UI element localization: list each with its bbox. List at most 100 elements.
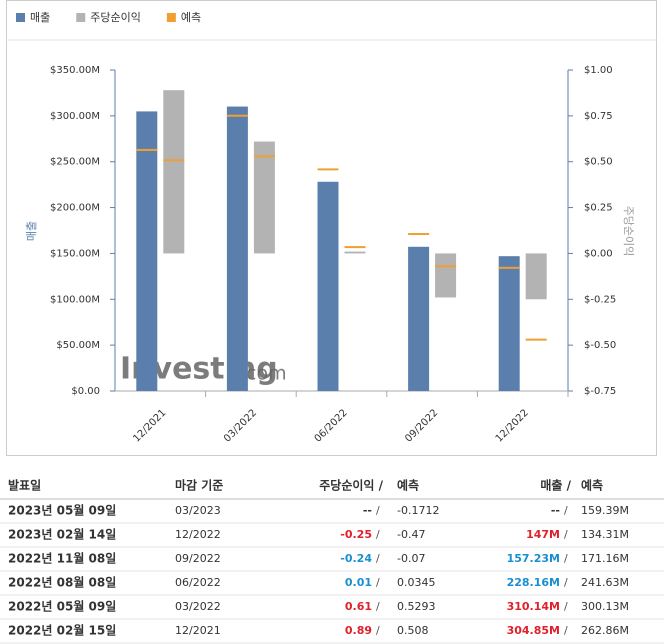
y-tick-label: $350.00M — [50, 65, 100, 76]
bar — [435, 253, 457, 298]
table-cell: 310.14M — [507, 600, 560, 613]
bar — [408, 246, 430, 391]
table-cell: 228.16M — [507, 576, 560, 589]
y2-axis-title: 주당순이익 — [622, 206, 635, 257]
y2-tick-label: $0.75 — [584, 111, 613, 122]
table-cell: 0.508 — [397, 624, 429, 637]
table-cell: 159.39M — [581, 504, 629, 517]
table-cell: -0.25 — [340, 528, 372, 541]
y2-tick-label: $-0.75 — [584, 386, 616, 397]
table-header: 주당순이익 / — [319, 478, 383, 493]
y2-tick-label: $1.00 — [584, 65, 613, 76]
legend-label: 매출 — [30, 11, 50, 24]
forecast-marker — [253, 155, 275, 158]
table-cell: 2022년 05월 09일 — [8, 599, 116, 614]
table-cell: 12/2022 — [175, 528, 221, 541]
legend-label: 예측 — [181, 11, 201, 24]
table-cell: 12/2021 — [175, 624, 221, 637]
table-cell: 134.31M — [581, 528, 629, 541]
table-cell: 2022년 11월 08일 — [8, 551, 116, 566]
table-separator: / — [376, 624, 380, 637]
table-cell: 2023년 02월 14일 — [8, 527, 116, 542]
table-separator: / — [564, 504, 568, 517]
legend-swatch — [16, 13, 25, 22]
table-cell: -0.47 — [397, 528, 425, 541]
table-header: 예측 — [397, 478, 419, 493]
forecast-marker — [525, 338, 547, 341]
table-header: 발표일 — [8, 478, 41, 493]
table-header: 마감 기준 — [175, 478, 223, 493]
table-cell: 03/2022 — [175, 600, 221, 613]
table-cell: 171.16M — [581, 552, 629, 565]
table-cell: 2022년 08월 08일 — [8, 575, 116, 590]
y-tick-label: $150.00M — [50, 248, 100, 259]
table-cell: -0.24 — [340, 552, 372, 565]
y-tick-label: $250.00M — [50, 157, 100, 168]
table-separator: / — [564, 528, 568, 541]
bar — [344, 251, 366, 254]
table-cell: 0.61 — [345, 600, 372, 613]
table-cell: 0.5293 — [397, 600, 436, 613]
y2-tick-label: $0.50 — [584, 157, 613, 168]
table-cell: 241.63M — [581, 576, 629, 589]
bar — [163, 90, 185, 254]
table-separator: / — [376, 504, 380, 517]
table-header: 예측 — [581, 478, 603, 493]
table-cell: -- — [551, 504, 560, 517]
table-separator: / — [376, 576, 380, 589]
table-cell: 06/2022 — [175, 576, 221, 589]
table-cell: 03/2023 — [175, 504, 221, 517]
table-separator: / — [564, 552, 568, 565]
bar — [136, 111, 158, 391]
table-separator: / — [564, 576, 568, 589]
y2-tick-label: $-0.25 — [584, 294, 616, 305]
forecast-marker — [498, 266, 520, 269]
table-cell: -0.1712 — [397, 504, 439, 517]
forecast-marker — [317, 168, 339, 171]
table-separator: / — [376, 528, 380, 541]
legend-label: 주당순이익 — [90, 11, 141, 24]
y-tick-label: $100.00M — [50, 294, 100, 305]
y-tick-label: $50.00M — [56, 340, 100, 351]
bar — [317, 181, 339, 391]
table-cell: 304.85M — [507, 624, 560, 637]
table-cell: 157.23M — [507, 552, 560, 565]
forecast-marker — [435, 265, 457, 268]
bar — [498, 256, 520, 391]
y2-tick-label: $0.25 — [584, 203, 613, 214]
watermark: .com — [240, 363, 287, 385]
table-cell: 300.13M — [581, 600, 629, 613]
bar — [525, 253, 547, 300]
forecast-marker — [226, 114, 248, 117]
y-tick-label: $300.00M — [50, 111, 100, 122]
table-cell: 147M — [526, 528, 560, 541]
table-cell: 2023년 05월 09일 — [8, 503, 116, 518]
legend-swatch — [166, 13, 176, 22]
table-cell: -0.07 — [397, 552, 425, 565]
table-cell: 09/2022 — [175, 552, 221, 565]
forecast-marker — [408, 233, 430, 236]
table-header: 매출 / — [540, 478, 571, 493]
y-tick-label: $0.00 — [71, 386, 100, 397]
table-cell: 0.01 — [345, 576, 372, 589]
table-cell: 0.0345 — [397, 576, 436, 589]
y2-tick-label: $-0.50 — [584, 340, 616, 351]
y2-tick-label: $0.00 — [584, 248, 613, 259]
bar — [253, 141, 275, 254]
table-cell: 2022년 02월 15일 — [8, 623, 116, 638]
table-separator: / — [376, 552, 380, 565]
bar — [226, 106, 248, 391]
forecast-marker — [136, 148, 158, 151]
table-cell: 0.89 — [345, 624, 372, 637]
table-cell: -- — [363, 504, 372, 517]
legend-swatch — [76, 13, 86, 22]
forecast-marker — [344, 246, 366, 249]
forecast-marker — [163, 159, 185, 162]
table-separator: / — [376, 600, 380, 613]
y-tick-label: $200.00M — [50, 203, 100, 214]
table-separator: / — [564, 624, 568, 637]
table-separator: / — [564, 600, 568, 613]
y-axis-title: 매출 — [25, 221, 38, 241]
table-cell: 262.86M — [581, 624, 629, 637]
